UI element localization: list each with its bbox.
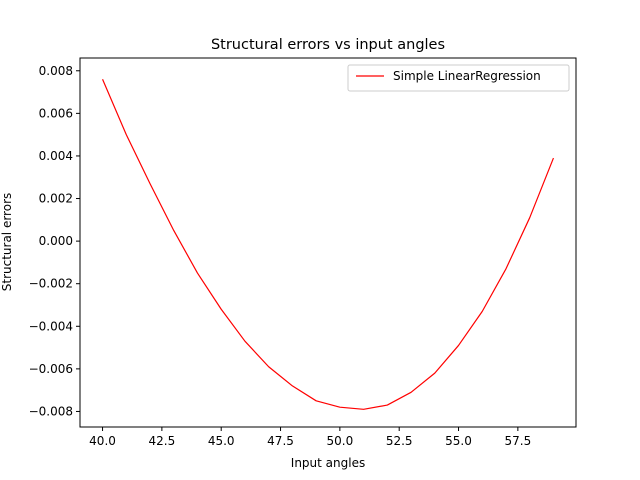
x-tick-label: 42.5 bbox=[149, 434, 176, 448]
y-tick-label: 0.006 bbox=[39, 106, 73, 120]
plot-frame bbox=[79, 57, 577, 428]
y-tick-label: −0.002 bbox=[29, 277, 73, 291]
x-tick-label: 57.5 bbox=[504, 434, 531, 448]
x-axis-label: Input angles bbox=[291, 456, 365, 470]
y-tick-label: 0.008 bbox=[39, 64, 73, 78]
legend-box bbox=[347, 64, 570, 92]
x-tick-label: 47.5 bbox=[267, 434, 294, 448]
x-tick-label: 45.0 bbox=[208, 434, 235, 448]
series-line bbox=[101, 79, 555, 410]
legend: Simple LinearRegression bbox=[347, 64, 570, 92]
legend-label: Simple LinearRegression bbox=[393, 69, 541, 83]
y-tick-label: −0.004 bbox=[29, 319, 73, 333]
x-tick-label: 50.0 bbox=[327, 434, 354, 448]
y-tick-label: 0.004 bbox=[39, 149, 73, 163]
chart-title: Structural errors vs input angles bbox=[211, 37, 445, 53]
y-tick-label: −0.006 bbox=[29, 362, 73, 376]
x-tick-label: 55.0 bbox=[445, 434, 472, 448]
plot-area bbox=[80, 58, 576, 427]
y-tick-label: −0.008 bbox=[29, 404, 73, 418]
y-tick-label: 0.000 bbox=[39, 234, 73, 248]
y-axis-label: Structural errors bbox=[0, 193, 14, 292]
y-tick-label: 0.002 bbox=[39, 192, 73, 206]
x-tick-label: 52.5 bbox=[386, 434, 413, 448]
x-axis: 40.0 42.5 45.0 47.5 50.0 52.5 55.0 57.5 bbox=[89, 427, 531, 448]
x-tick-label: 40.0 bbox=[89, 434, 116, 448]
y-axis: −0.008 −0.006 −0.004 −0.002 0.000 0.002 0.004 0… bbox=[29, 64, 80, 418]
series-layer bbox=[101, 79, 555, 410]
